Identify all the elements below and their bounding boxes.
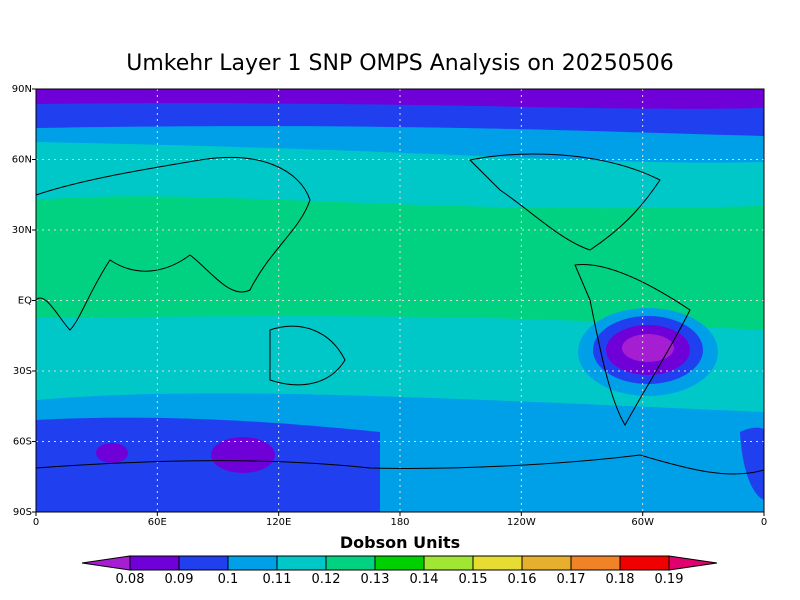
y-tick-label: 30S [13,366,32,377]
map-frame [35,88,765,513]
colorbar-box [227,555,278,571]
colorbar-box [472,555,523,571]
coastlines [35,153,765,475]
colorbar-label: 0.1 [218,572,239,587]
colorbar-label: 0.13 [361,572,390,587]
colorbar-box [276,555,327,571]
x-tick-label: 0 [761,517,767,528]
band [36,89,764,109]
x-tick-label: 180 [390,517,409,528]
coast-north-america [468,153,661,251]
colorbar-title: Dobson Units [340,533,460,552]
colorbar-label: 0.11 [263,572,292,587]
colorbar-box [521,555,572,571]
colorbar-box [129,555,180,571]
x-tick-label: 60W [631,517,654,528]
y-tick-label: 60S [13,437,32,448]
colorbar-label: 0.14 [410,572,439,587]
x-tick-label: 120E [266,517,291,528]
map-title: Umkehr Layer 1 SNP OMPS Analysis on 2025… [126,51,674,76]
x-tick-label: 60E [148,517,167,528]
blob [96,443,128,463]
colorbar-label: 0.15 [459,572,488,587]
colorbar-box [619,555,670,571]
y-tick-label: 30N [12,225,32,236]
colorbar-box [325,555,376,571]
x-tick-label: 120W [507,517,536,528]
y-tick-label: EQ [18,296,32,307]
blob [211,437,275,473]
coast-south-america [574,263,691,427]
colorbar-box [570,555,621,571]
colorbar-arrow [668,555,718,571]
colorbar-label: 0.12 [312,572,341,587]
coast-eurasia-africa [35,156,311,331]
coast-australia [269,325,346,386]
colorbar-label: 0.09 [165,572,194,587]
colorbar-box [178,555,229,571]
colorbar-label: 0.19 [655,572,684,587]
colorbar-arrow [81,555,131,571]
y-tick-label: 60N [12,155,32,166]
colorbar-box [374,555,425,571]
colorbar-label: 0.18 [606,572,635,587]
band [740,427,764,500]
colorbar-box [423,555,474,571]
colorbar-label: 0.08 [116,572,145,587]
blob [622,334,674,362]
y-tick-label: 90N [12,84,32,95]
y-tick-label: 90S [13,507,32,518]
colorbar-label: 0.16 [508,572,537,587]
x-tick-label: 0 [33,517,39,528]
band [380,484,600,512]
colorbar-label: 0.17 [557,572,586,587]
coast-antarctica [35,454,765,475]
